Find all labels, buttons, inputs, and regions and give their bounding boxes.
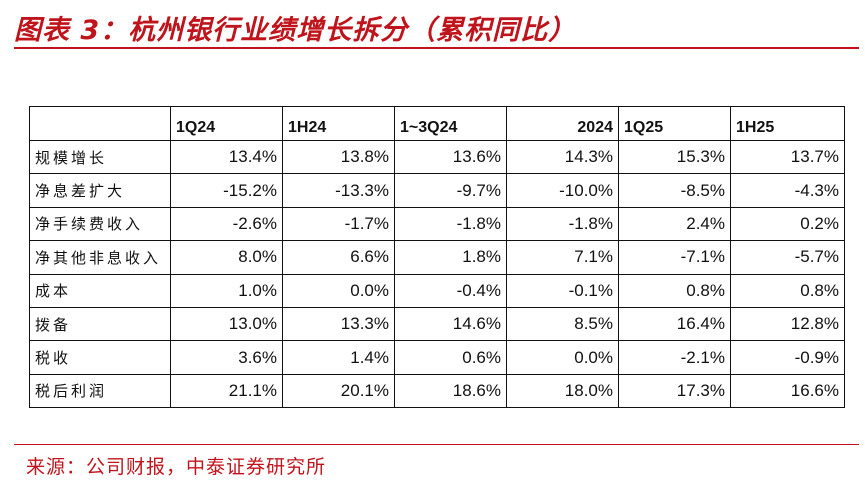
table-cell: 18.0% xyxy=(506,373,619,409)
table-cell: 1.4% xyxy=(282,340,395,375)
table-cell: -2.6% xyxy=(170,206,283,242)
header-cell-1q25: 1Q25 xyxy=(618,106,731,141)
comment-marker-icon xyxy=(275,140,282,141)
table-row: 规模增长 13.4% 13.8% 13.6% 14.3% 15.3% 13.7% xyxy=(29,139,845,175)
header-cell-1h25: 1H25 xyxy=(730,106,845,141)
table-cell: 0.0% xyxy=(506,340,619,375)
table-cell: 14.6% xyxy=(394,306,507,342)
table-row: 成本 1.0% 0.0% -0.4% -0.1% 0.8% 0.8% xyxy=(29,273,845,308)
table-row: 净息差扩大 -15.2% -13.3% -9.7% -10.0% -8.5% -4.3% xyxy=(29,173,845,208)
table-cell: 0.6% xyxy=(394,340,507,375)
table-cell: 18.6% xyxy=(394,373,507,409)
table-row: 拨备 13.0% 13.3% 14.6% 8.5% 16.4% 12.8% xyxy=(29,306,845,342)
table-cell: 16.4% xyxy=(618,306,731,342)
table-cell: 14.3% xyxy=(506,139,619,175)
table-cell: -7.1% xyxy=(618,240,731,275)
table-cell: 13.7% xyxy=(730,139,845,175)
data-table: 1Q24 1H24 1~3Q24 2024 1Q25 1H25 规模增长 13.4… xyxy=(29,106,845,409)
table-cell: 2.4% xyxy=(618,206,731,242)
header-cell-2024: 2024 xyxy=(506,106,619,141)
table-row: 净其他非息收入 8.0% 6.6% 1.8% 7.1% -7.1% -5.7% xyxy=(29,240,845,275)
table-cell: 3.6% xyxy=(170,340,283,375)
table-cell: -1.8% xyxy=(506,206,619,242)
header-cell-1h24: 1H24 xyxy=(282,106,395,141)
table-cell: -15.2% xyxy=(170,173,283,208)
table-cell: 0.8% xyxy=(618,273,731,308)
table-cell: -9.7% xyxy=(394,173,507,208)
source-divider xyxy=(14,444,859,445)
table-cell: 0.2% xyxy=(730,206,845,242)
table-cell: 17.3% xyxy=(618,373,731,409)
header-cell-1-3q24: 1~3Q24 xyxy=(394,106,507,141)
row-label: 规模增长 xyxy=(29,139,171,175)
table-row: 税后利润 21.1% 20.1% 18.6% 18.0% 17.3% 16.6% xyxy=(29,373,845,409)
header-cell-empty xyxy=(29,106,171,141)
row-label: 净其他非息收入 xyxy=(29,240,171,275)
table-cell: -1.7% xyxy=(282,206,395,242)
table-cell: -13.3% xyxy=(282,173,395,208)
table-cell: 13.4% xyxy=(170,139,283,175)
row-label: 净息差扩大 xyxy=(29,173,171,208)
page-title: 图表 3：杭州银行业绩增长拆分（累积同比） xyxy=(14,15,577,46)
header-row: 1Q24 1H24 1~3Q24 2024 1Q25 1H25 xyxy=(29,106,845,141)
table-cell: -0.1% xyxy=(506,273,619,308)
header-cell-1q24: 1Q24 xyxy=(170,106,283,141)
table-cell: 0.0% xyxy=(282,273,395,308)
table-cell: -0.4% xyxy=(394,273,507,308)
table-cell: 1.0% xyxy=(170,273,283,308)
table-cell: 8.5% xyxy=(506,306,619,342)
table-cell: 13.3% xyxy=(282,306,395,342)
row-label: 税收 xyxy=(29,340,171,375)
table-row: 净手续费收入 -2.6% -1.7% -1.8% -1.8% 2.4% 0.2% xyxy=(29,206,845,242)
table-cell: 13.8% xyxy=(282,139,395,175)
table-cell: -8.5% xyxy=(618,173,731,208)
table-cell: 12.8% xyxy=(730,306,845,342)
table-cell: 21.1% xyxy=(170,373,283,409)
table-cell: 8.0% xyxy=(170,240,283,275)
row-label: 净手续费收入 xyxy=(29,206,171,242)
row-label: 拨备 xyxy=(29,306,171,342)
table-cell: 1.8% xyxy=(394,240,507,275)
title-divider xyxy=(14,47,859,49)
table-cell: 7.1% xyxy=(506,240,619,275)
table-cell: 6.6% xyxy=(282,240,395,275)
table-cell: -0.9% xyxy=(730,340,845,375)
table-cell: 16.6% xyxy=(730,373,845,409)
table-row: 税收 3.6% 1.4% 0.6% 0.0% -2.1% -0.9% xyxy=(29,340,845,375)
table-cell: -5.7% xyxy=(730,240,845,275)
table-cell: 13.6% xyxy=(394,139,507,175)
table-cell: 20.1% xyxy=(282,373,395,409)
table-cell: -2.1% xyxy=(618,340,731,375)
table-cell: 15.3% xyxy=(618,139,731,175)
table-cell: 13.0% xyxy=(170,306,283,342)
table-cell: 0.8% xyxy=(730,273,845,308)
table-cell: -4.3% xyxy=(730,173,845,208)
row-label: 成本 xyxy=(29,273,171,308)
source-note: 来源：公司财报，中泰证券研究所 xyxy=(26,456,327,478)
table-cell: -1.8% xyxy=(394,206,507,242)
table-cell: -10.0% xyxy=(506,173,619,208)
row-label: 税后利润 xyxy=(29,373,171,409)
title-bar: 图表 3：杭州银行业绩增长拆分（累积同比） xyxy=(14,6,859,46)
